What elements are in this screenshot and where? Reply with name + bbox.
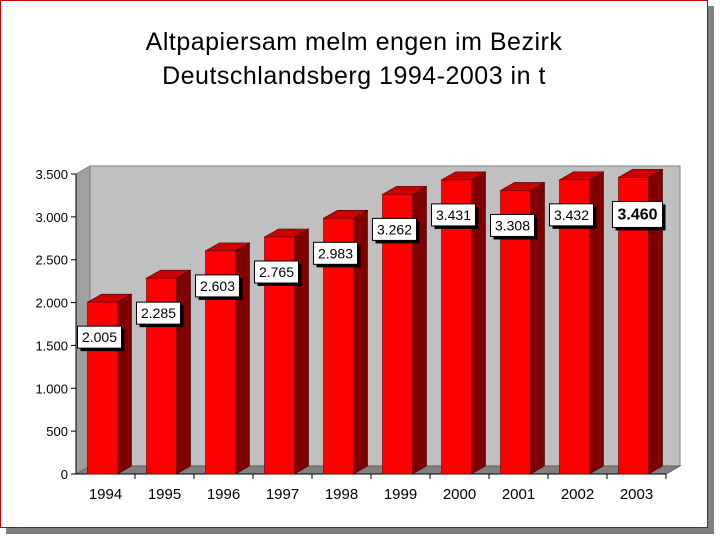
y-tick-label: 500 <box>46 424 68 439</box>
y-tick-label: 1.000 <box>35 381 68 396</box>
data-label: 2.603 <box>200 278 235 294</box>
data-label: 2.285 <box>141 305 176 321</box>
data-label: 3.431 <box>436 207 471 223</box>
x-tick-label: 1995 <box>148 486 181 503</box>
y-tick-label: 3.000 <box>35 210 68 225</box>
data-label: 2.005 <box>82 329 117 345</box>
data-label: 3.308 <box>495 217 530 233</box>
bar <box>559 179 590 475</box>
data-label-box <box>372 217 417 241</box>
x-tick-label: 1997 <box>266 486 299 503</box>
x-tick-label: 1996 <box>207 486 240 503</box>
x-tick-label: 1994 <box>89 486 122 503</box>
y-tick-label: 1.500 <box>35 338 68 353</box>
data-label-box <box>549 203 594 227</box>
chart-title-line-2: Deutschlandsberg 1994-2003 in t <box>162 62 546 90</box>
data-label-box <box>195 274 240 298</box>
bar-side <box>117 293 132 475</box>
y-tick-label: 3.500 <box>35 167 68 182</box>
bar-side <box>176 269 191 475</box>
data-label-box <box>136 301 181 325</box>
x-tick-label: 2000 <box>443 486 476 503</box>
y-tick-label: 2.000 <box>35 296 68 311</box>
x-tick-label: 1999 <box>384 486 417 503</box>
bar <box>441 179 472 475</box>
x-tick-label: 2001 <box>502 486 535 503</box>
chart-title-line-1: Altpapiersam melm engen im Bezirk <box>145 28 563 56</box>
data-label-box <box>490 213 535 237</box>
data-label: 3.460 <box>617 206 657 223</box>
y-tick-label: 0 <box>61 467 68 482</box>
data-label: 2.765 <box>259 264 294 280</box>
data-label: 3.432 <box>554 207 589 223</box>
data-label-box <box>254 260 299 284</box>
data-label-box <box>612 200 663 228</box>
data-label-box <box>431 203 476 227</box>
data-label-box <box>313 241 358 265</box>
chart-title: Altpapiersam melm engen im Bezirk Deutsc… <box>1 25 707 93</box>
data-label-box <box>77 325 122 349</box>
x-tick-label: 2002 <box>561 486 594 503</box>
data-label: 2.983 <box>318 245 353 261</box>
y-tick-label: 2.500 <box>35 253 68 268</box>
x-tick-label: 2003 <box>620 486 653 503</box>
x-tick-label: 1998 <box>325 486 358 503</box>
data-label: 3.262 <box>377 221 412 237</box>
